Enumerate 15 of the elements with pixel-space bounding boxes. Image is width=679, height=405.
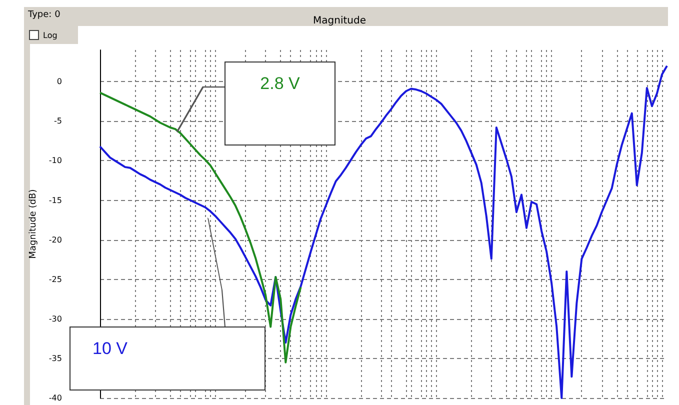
y-axis-title: Magnitude (dB) — [28, 189, 39, 259]
y-tick-label: -15 — [48, 196, 62, 205]
text: 2.8 V — [259, 74, 301, 94]
chart-title: Magnitude — [313, 16, 366, 26]
y-tick-label: -10 — [48, 156, 62, 166]
y-tick-label: -40 — [48, 394, 62, 402]
text: Type: 0 — [28, 10, 60, 20]
y-tick-label: -5 — [54, 116, 62, 126]
y-tick-label: -30 — [48, 314, 62, 324]
y-tick-label: -25 — [48, 274, 62, 284]
text: 10 V — [92, 339, 128, 359]
y-tick-label: -35 — [48, 354, 62, 363]
y-tick-label: 0 — [56, 77, 62, 86]
text: Log — [43, 30, 58, 40]
y-tick-label: -20 — [48, 235, 62, 244]
